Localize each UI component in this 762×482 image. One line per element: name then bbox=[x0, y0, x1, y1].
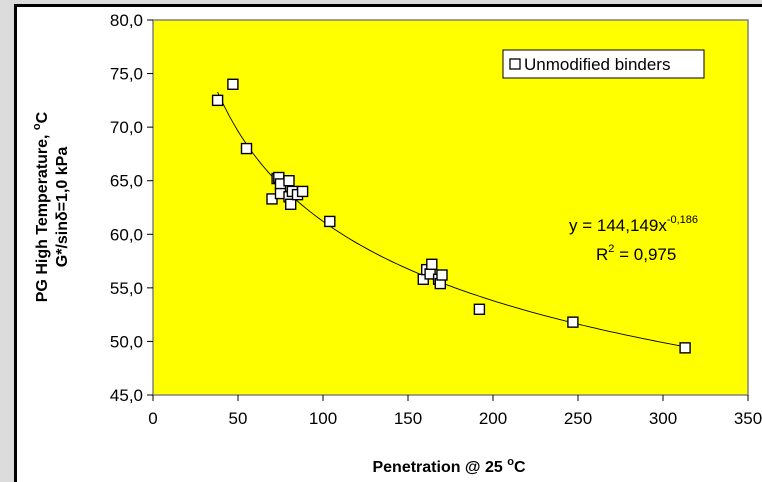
x-tick-label: 300 bbox=[649, 409, 677, 428]
data-point bbox=[426, 258, 438, 270]
data-point bbox=[679, 342, 691, 354]
data-points bbox=[211, 78, 691, 354]
y-tick-label: 55,0 bbox=[110, 279, 143, 298]
x-axis: 0 50 100 150 200 250 300 350 bbox=[148, 395, 762, 428]
data-point bbox=[227, 78, 239, 90]
x-tick-label: 150 bbox=[394, 409, 422, 428]
legend: Unmodified binders bbox=[502, 49, 705, 79]
legend-marker bbox=[509, 58, 521, 70]
legend-label: Unmodified binders bbox=[524, 55, 670, 74]
y-tick-label: 65,0 bbox=[110, 172, 143, 191]
x-tick-label: 350 bbox=[734, 409, 762, 428]
data-point bbox=[473, 303, 486, 315]
data-point bbox=[296, 185, 309, 198]
y-tick-label: 45,0 bbox=[110, 386, 143, 405]
x-tick-label: 0 bbox=[148, 409, 157, 428]
x-axis-title: Penetration @ 25 oC bbox=[372, 456, 525, 476]
data-point bbox=[436, 269, 448, 281]
data-point bbox=[285, 198, 297, 210]
x-tick-label: 200 bbox=[479, 409, 507, 428]
r-squared: R2 = 0,975 bbox=[596, 243, 676, 264]
data-point bbox=[211, 94, 224, 107]
y-axis-title: PG High Temperature, oC G*/sinδ=1,0 kPa bbox=[31, 111, 71, 302]
data-point bbox=[567, 316, 579, 328]
data-point bbox=[240, 142, 253, 155]
x-tick-label: 250 bbox=[564, 409, 592, 428]
y-axis-title-line2: G*/sinδ=1,0 kPa bbox=[54, 147, 71, 268]
y-tick-label: 80,0 bbox=[110, 11, 143, 30]
data-point bbox=[283, 175, 295, 187]
x-tick-label: 50 bbox=[229, 409, 248, 428]
data-point bbox=[324, 215, 336, 228]
y-tick-label: 60,0 bbox=[110, 225, 143, 244]
plot-area bbox=[152, 19, 749, 396]
legend-box bbox=[502, 49, 705, 79]
y-tick-label: 50,0 bbox=[110, 332, 143, 351]
y-tick-label: 70,0 bbox=[110, 118, 143, 137]
y-axis-title-line1: PG High Temperature, oC bbox=[31, 111, 51, 302]
y-axis: 45,0 50,0 55,0 60,0 65,0 70,0 75,0 80,0 bbox=[110, 11, 153, 405]
trend-equation: y = 144,149x-0,186 bbox=[569, 214, 698, 235]
x-tick-label: 100 bbox=[309, 409, 337, 428]
y-tick-label: 75,0 bbox=[110, 65, 143, 84]
